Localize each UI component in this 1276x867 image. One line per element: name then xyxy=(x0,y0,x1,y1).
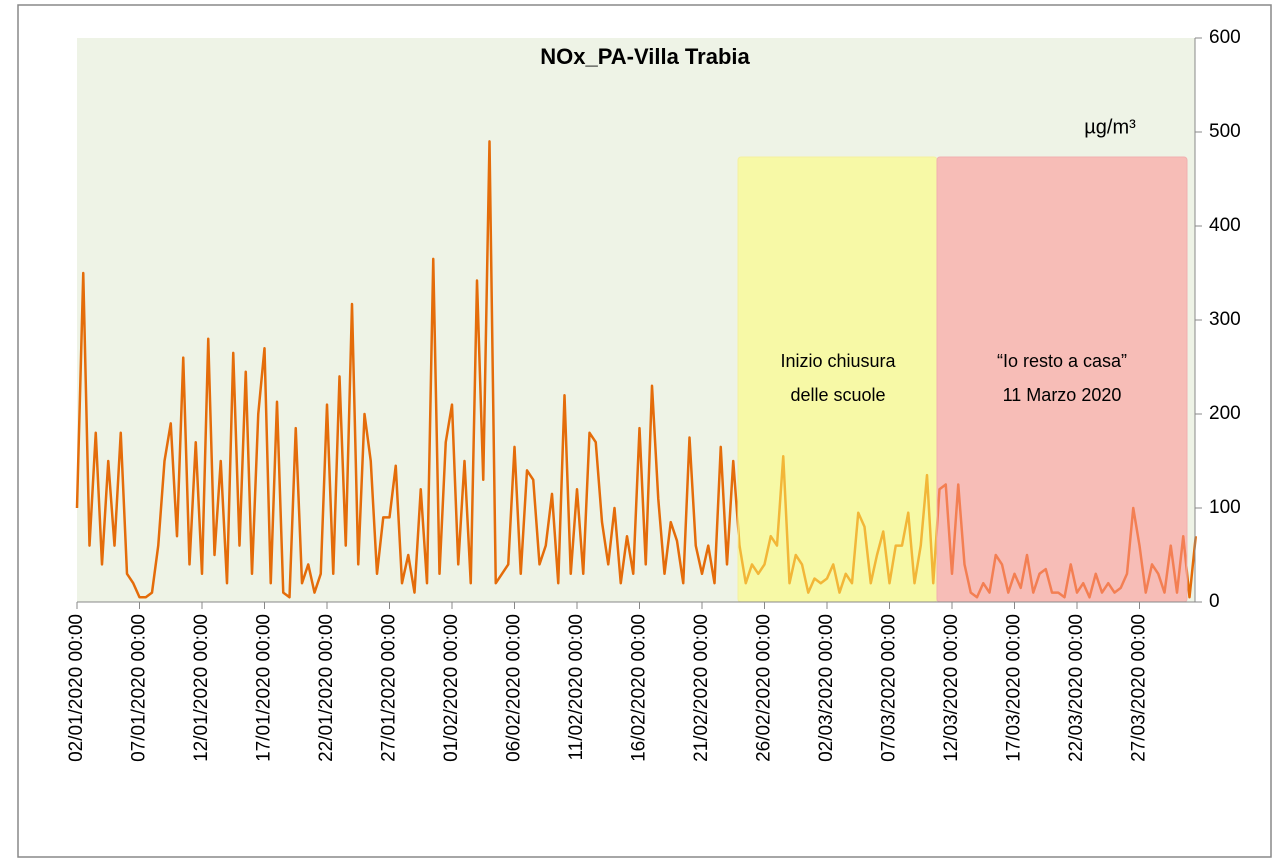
annotation: 11 Marzo 2020 xyxy=(1003,385,1122,405)
x-tick-label: 02/03/2020 00:00 xyxy=(816,614,837,762)
y-tick-label: 0 xyxy=(1209,591,1220,612)
x-tick-label: 17/03/2020 00:00 xyxy=(1004,614,1025,762)
chart-title: NOx_PA-Villa Trabia xyxy=(540,44,750,69)
annotation: delle scuole xyxy=(790,385,885,405)
x-tick-label: 26/02/2020 00:00 xyxy=(754,614,775,762)
x-tick-label: 17/01/2020 00:00 xyxy=(254,614,275,762)
x-tick-label: 27/01/2020 00:00 xyxy=(379,614,400,762)
x-tick-label: 22/01/2020 00:00 xyxy=(316,614,337,762)
x-tick-label: 07/03/2020 00:00 xyxy=(879,614,900,762)
unit-label: µg/m³ xyxy=(1084,116,1136,138)
x-tick-label: 21/02/2020 00:00 xyxy=(691,614,712,762)
y-tick-label: 200 xyxy=(1209,403,1241,424)
x-tick-label: 07/01/2020 00:00 xyxy=(129,614,150,762)
annotation: “Io resto a casa” xyxy=(997,351,1127,371)
x-tick-label: 22/03/2020 00:00 xyxy=(1066,614,1087,762)
y-tick-label: 400 xyxy=(1209,215,1241,236)
x-tick-label: 11/02/2020 00:00 xyxy=(566,614,587,761)
y-tick-label: 500 xyxy=(1209,121,1241,142)
school-closure-band xyxy=(737,156,938,603)
x-tick-label: 02/01/2020 00:00 xyxy=(66,614,87,762)
x-tick-label: 06/02/2020 00:00 xyxy=(504,614,525,762)
annotation: Inizio chiusura xyxy=(780,351,896,371)
x-tick-label: 12/03/2020 00:00 xyxy=(941,614,962,762)
x-tick-label: 01/02/2020 00:00 xyxy=(441,614,462,762)
y-tick-label: 300 xyxy=(1209,309,1241,330)
lockdown-band xyxy=(936,156,1188,603)
y-tick-label: 600 xyxy=(1209,27,1241,48)
x-tick-label: 12/01/2020 00:00 xyxy=(191,614,212,762)
y-tick-label: 100 xyxy=(1209,497,1241,518)
x-tick-label: 16/02/2020 00:00 xyxy=(629,614,650,762)
x-tick-label: 27/03/2020 00:00 xyxy=(1129,614,1150,762)
